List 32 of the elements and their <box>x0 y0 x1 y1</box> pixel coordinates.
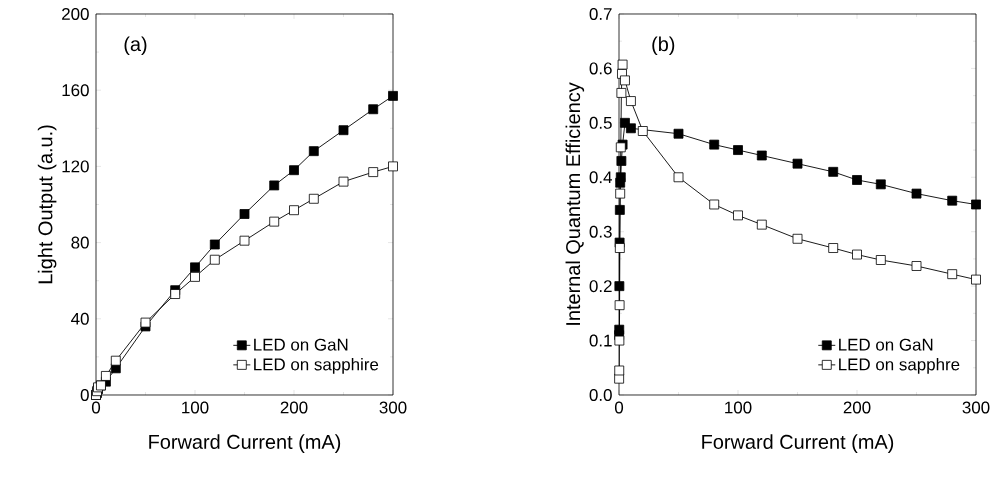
annotation: (a) <box>124 36 147 56</box>
y-tick-label: 120 <box>62 160 89 173</box>
y-tick-label: 0.7 <box>589 7 612 20</box>
y-tick-label: 200 <box>62 7 89 20</box>
x-axis-title: Forward Current (mA) <box>149 434 341 453</box>
x-tick-label: 300 <box>962 401 990 414</box>
y-tick-label: 160 <box>62 84 89 97</box>
y-tick-label: 0.6 <box>589 62 612 75</box>
y-axis-title: Internal Quantum Efficiency <box>565 82 585 325</box>
x-tick-label: 100 <box>725 401 752 414</box>
x-axis-title: Forward Current (mA) <box>702 434 894 453</box>
y-tick-label: 0.1 <box>589 334 612 347</box>
y-tick-label: 0.0 <box>589 388 612 401</box>
x-tick-label: 0 <box>91 401 101 414</box>
y-axis-title: Light Output (a.u.) <box>37 125 57 284</box>
y-tick-label: 40 <box>71 312 89 325</box>
x-tick-label: 100 <box>182 401 209 414</box>
legend-label: LED on sapphire <box>254 357 379 374</box>
legend-label: LED on GaN <box>254 338 348 351</box>
y-tick-label: 80 <box>71 236 89 249</box>
y-tick-label: 0 <box>80 388 89 401</box>
y-tick-label: 0.4 <box>589 171 612 184</box>
x-tick-label: 200 <box>843 401 871 414</box>
annotation: (b) <box>652 36 675 56</box>
x-tick-label: 0 <box>614 401 624 414</box>
x-tick-label: 200 <box>280 401 308 414</box>
x-tick-label: 300 <box>379 401 407 414</box>
y-tick-label: 0.3 <box>589 225 612 238</box>
legend-label: LED on GaN <box>839 338 933 351</box>
y-tick-label: 0.2 <box>589 280 612 293</box>
y-tick-label: 0.5 <box>589 116 612 129</box>
legend-label: LED on sapphre <box>839 357 960 374</box>
